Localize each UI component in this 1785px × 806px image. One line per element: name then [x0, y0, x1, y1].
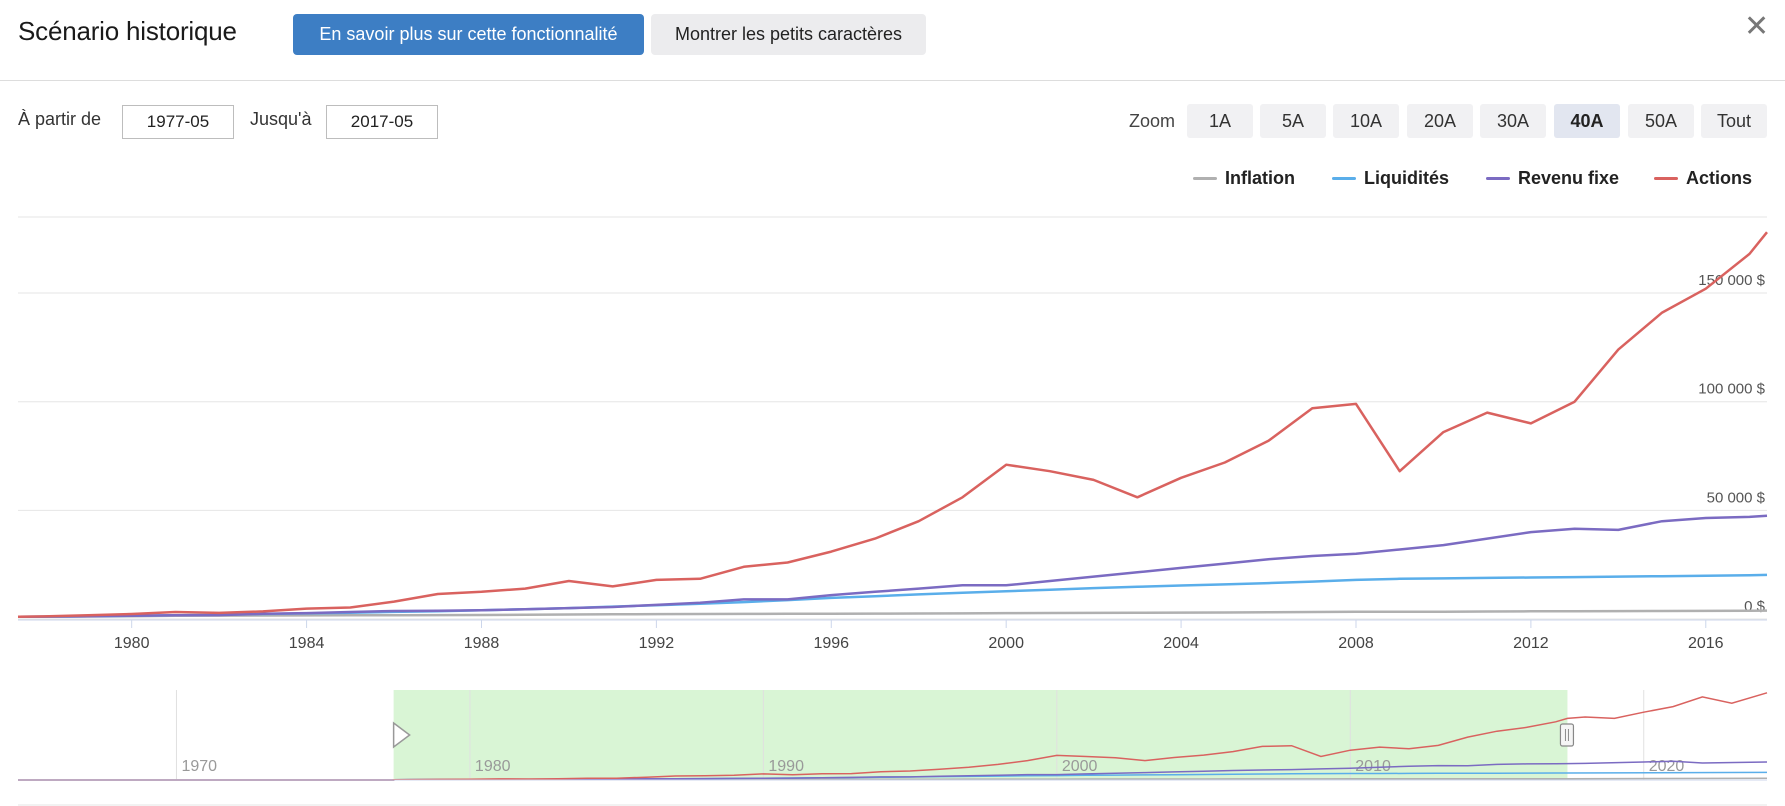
zoom-option-10a[interactable]: 10A: [1333, 104, 1399, 138]
page-title: Scénario historique: [18, 16, 237, 46]
close-icon[interactable]: ✕: [1744, 10, 1770, 43]
series-line-inflation[interactable]: [17, 609, 1768, 619]
legend-item-stocks[interactable]: Actions: [1654, 166, 1752, 190]
x-tick-label: 1992: [639, 635, 675, 652]
legend-label-inflation: Inflation: [1225, 167, 1295, 188]
x-tick-label: 1984: [289, 635, 325, 652]
y-tick-label: 0 $: [1744, 598, 1766, 615]
x-tick-label: 1988: [464, 635, 500, 652]
x-tick-label: 2008: [1338, 635, 1374, 652]
to-date-input[interactable]: [326, 105, 438, 139]
navigator-tick-label: 1970: [181, 758, 217, 775]
x-tick-label: 2012: [1513, 635, 1549, 652]
dialog-header: Scénario historique En savoir plus sur c…: [0, 0, 1785, 81]
x-tick-label: 2016: [1688, 635, 1724, 652]
navigator-right-handle[interactable]: [1559, 723, 1575, 747]
learn-more-button[interactable]: En savoir plus sur cette fonctionnalité: [293, 14, 644, 55]
legend-label-cash: Liquidités: [1364, 167, 1449, 188]
legend-swatch-inflation: [1193, 176, 1217, 180]
to-label: Jusqu'à: [250, 109, 312, 129]
x-tick-label: 2004: [1163, 635, 1199, 652]
navigator-tick-label: 2010: [1355, 758, 1391, 775]
x-tick-label: 2000: [988, 635, 1024, 652]
zoom-option-20a[interactable]: 20A: [1407, 104, 1473, 138]
legend-swatch-bonds: [1486, 176, 1510, 180]
navigator-selection[interactable]: [393, 690, 1568, 780]
series-line-stocks[interactable]: [17, 231, 1768, 619]
zoom-option-5a[interactable]: 5A: [1260, 104, 1326, 138]
legend-swatch-stocks: [1654, 176, 1678, 180]
zoom-label: Zoom: [1129, 111, 1176, 131]
legend-item-inflation[interactable]: Inflation: [1193, 166, 1295, 190]
navigator-series-stocks: [18, 692, 1768, 781]
series-line-cash[interactable]: [17, 573, 1768, 619]
zoom-option-30a[interactable]: 30A: [1480, 104, 1546, 138]
from-label: À partir de: [18, 109, 102, 129]
zoom-option-40a[interactable]: 40A: [1554, 104, 1620, 138]
x-tick-label: 1996: [813, 635, 849, 652]
zoom-option-tout[interactable]: Tout: [1701, 104, 1767, 138]
navigator-tick-label: 2020: [1649, 758, 1685, 775]
fine-print-button[interactable]: Montrer les petits caractères: [651, 14, 926, 55]
zoom-option-50a[interactable]: 50A: [1628, 104, 1694, 138]
from-date-input[interactable]: [122, 105, 234, 139]
legend-item-bonds[interactable]: Revenu fixe: [1486, 166, 1619, 190]
y-tick-label: 150 000 $: [1698, 272, 1765, 289]
x-tick-label: 1980: [114, 635, 150, 652]
navigator-series-inflation: [18, 777, 1768, 781]
legend-swatch-cash: [1332, 176, 1356, 180]
y-tick-label: 50 000 $: [1707, 489, 1766, 506]
zoom-option-1a[interactable]: 1A: [1187, 104, 1253, 138]
legend-label-stocks: Actions: [1686, 167, 1753, 188]
navigator-series-bonds: [18, 760, 1768, 781]
navigator-series-cash: [18, 771, 1768, 781]
y-tick-label: 100 000 $: [1698, 381, 1765, 398]
navigator-tick-label: 2000: [1062, 758, 1098, 775]
legend-label-bonds: Revenu fixe: [1518, 167, 1620, 188]
series-line-bonds[interactable]: [17, 514, 1768, 619]
navigator-tick-label: 1980: [475, 758, 511, 775]
navigator-tick-label: 1990: [768, 758, 804, 775]
navigator-left-handle[interactable]: [392, 721, 411, 749]
legend-item-cash[interactable]: Liquidités: [1332, 166, 1449, 190]
